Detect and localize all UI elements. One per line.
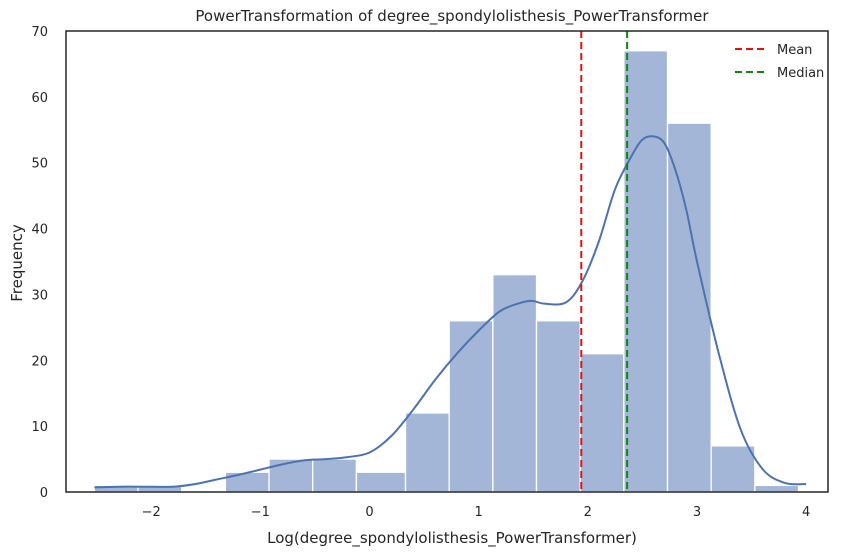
histogram-bar-9 [492,274,538,493]
y-axis-ticks: 0 10 20 30 40 50 60 70 [31,25,48,501]
y-tick-label: 70 [31,25,48,40]
histogram-bar-13 [666,122,712,493]
x-axis-ticks: −2 −1 0 1 2 3 4 [142,505,811,520]
histogram-bar-15 [754,484,800,493]
histogram-bar-7 [404,412,450,493]
y-tick-label: 0 [40,486,48,501]
y-tick-label: 50 [31,157,48,172]
legend-label-mean: Mean [777,43,812,58]
y-tick-label: 40 [31,223,48,238]
y-tick-label: 20 [31,354,48,369]
x-tick-label: −2 [142,505,161,520]
histogram-bar-8 [448,320,494,493]
x-tick-label: 4 [802,505,810,520]
histogram-bar-10 [535,320,581,493]
histogram-bar-14 [710,445,756,493]
histogram-bar-6 [355,471,407,493]
legend: Mean Median [735,43,824,81]
y-tick-label: 30 [31,288,48,303]
histogram-bar-5 [312,458,358,493]
axes-frame [65,30,829,493]
x-axis-title: Log(degree_spondylolisthesis_PowerTransf… [267,529,637,548]
legend-label-median: Median [777,66,824,81]
histogram-bar-4 [268,458,314,493]
y-tick-label: 60 [31,91,48,106]
histogram-bar-3 [224,471,270,493]
x-tick-label: 1 [475,505,483,520]
bars-layer [93,50,800,493]
chart-title: PowerTransformation of degree_spondyloli… [195,7,709,26]
kde-curve [94,135,807,489]
x-tick-label: 3 [693,505,701,520]
histogram-bar-12 [623,50,669,493]
x-tick-label: −1 [251,505,270,520]
x-tick-label: 2 [584,505,592,520]
histogram-bar-11 [579,353,625,493]
x-tick-label: 0 [365,505,373,520]
y-tick-label: 10 [31,420,48,435]
y-axis-title: Frequency [8,224,26,302]
